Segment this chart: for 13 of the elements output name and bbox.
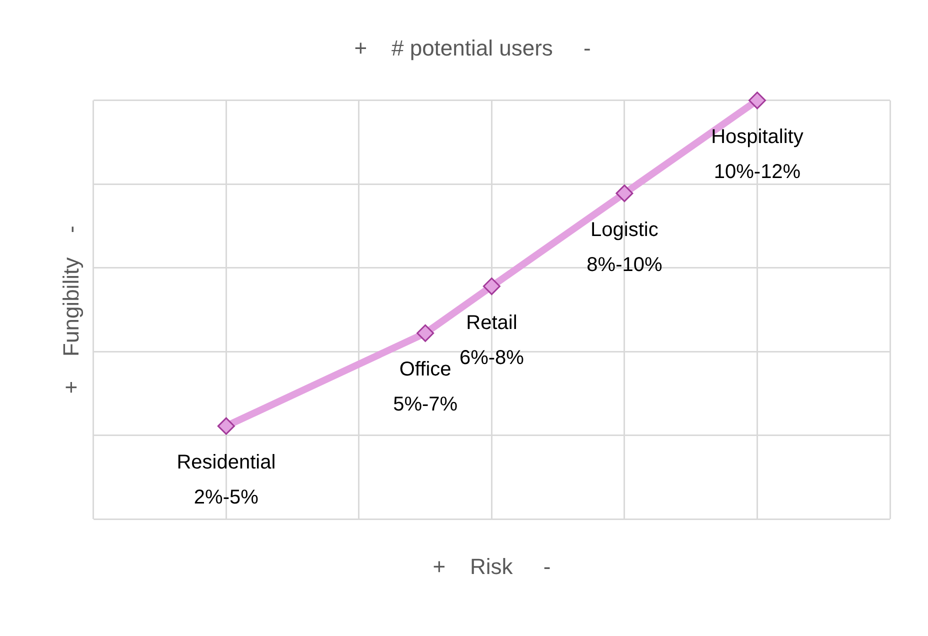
annotation: Logistic 8%-10% xyxy=(586,218,662,276)
chart-title: + # potential users - xyxy=(354,35,591,60)
point xyxy=(482,278,500,296)
point xyxy=(416,324,434,342)
y-axis-title: + Fungibility - xyxy=(58,226,84,394)
annotation: Office 5%-7% xyxy=(393,358,458,416)
point xyxy=(616,184,634,202)
annotation: Retail 6%-8% xyxy=(459,312,524,369)
point xyxy=(748,92,766,110)
x-axis-title: + Risk - xyxy=(432,554,551,579)
point xyxy=(217,417,235,435)
annotation: Residential 2%-5% xyxy=(176,452,276,509)
annotation: Hospitality 10%-12% xyxy=(711,126,804,183)
